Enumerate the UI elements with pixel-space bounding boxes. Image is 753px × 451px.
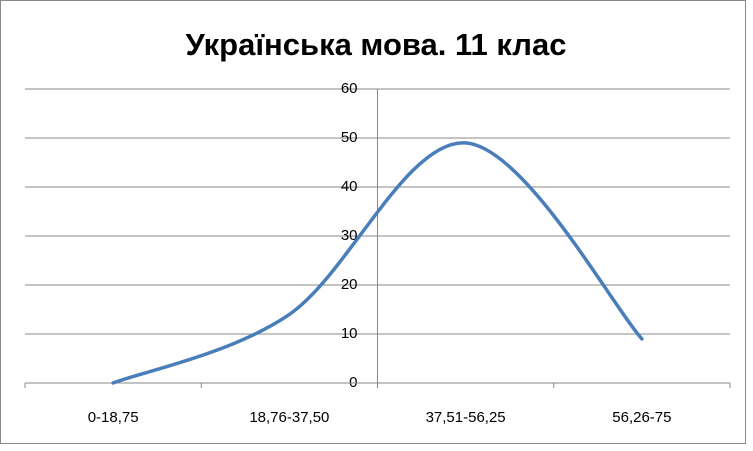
chart-title: Українська мова. 11 клас — [186, 27, 567, 62]
y-tick-label: 60 — [341, 80, 358, 97]
y-tick-label: 30 — [341, 227, 358, 244]
data-line — [111, 141, 644, 385]
chart-border — [0, 0, 746, 444]
y-tick-label: 20 — [341, 276, 358, 293]
x-tick-label: 56,26-75 — [612, 409, 671, 426]
y-tick-label: 40 — [341, 178, 358, 195]
y-tick-label: 0 — [349, 374, 357, 391]
x-tick-label: 0-18,75 — [88, 409, 139, 426]
x-tick-label: 18,76-37,50 — [249, 409, 329, 426]
y-tick-label: 10 — [341, 325, 358, 342]
x-tick-label: 37,51-56,25 — [426, 409, 506, 426]
y-tick-label: 50 — [341, 129, 358, 146]
